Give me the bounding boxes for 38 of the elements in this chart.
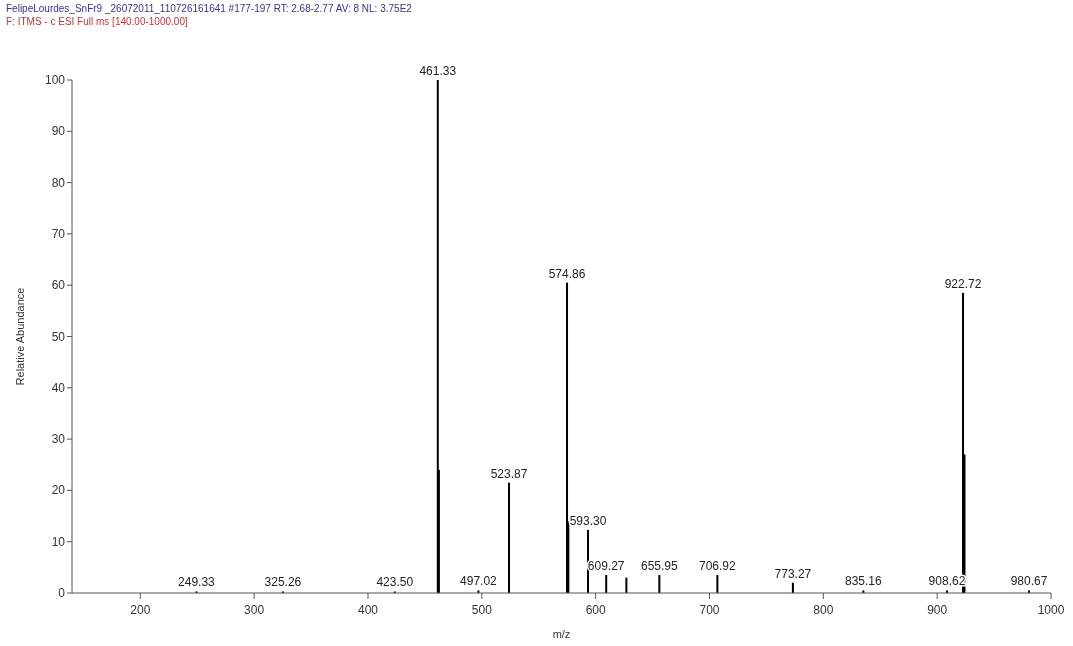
annotation: 980.67 [1010,574,1048,589]
annotation: 922.72 [944,276,982,291]
y-tick-label: 20 [51,483,66,498]
chart-subtitle: F: ITMS - c ESI Full ms [140.00-1000.00] [6,16,188,27]
x-axis-title: m/z [552,628,571,640]
annotation: 574.86 [548,266,586,281]
y-tick-label: 10 [51,534,66,549]
x-tick-label: 400 [357,603,379,617]
y-tick-label: 50 [51,329,66,344]
annotation: 497.02 [460,574,498,589]
x-tick-label: 1000 [1037,603,1065,617]
annotation: 773.27 [774,566,812,581]
annotation: 461.33 [419,64,457,78]
annotation: 655.95 [640,559,679,574]
annotation: 593.30 [569,513,607,528]
y-tick-label: 100 [44,73,66,87]
annotation: 523.87 [490,466,528,481]
annotation: 249.33 [178,575,216,590]
y-tick-label: 60 [51,278,66,293]
annotation: 325.26 [264,575,302,590]
y-tick-label: 0 [58,586,66,600]
y-axis-title: Relative Abundance [14,287,26,386]
y-tick-label: 80 [51,175,66,190]
x-tick-label: 600 [585,603,606,617]
annotation: 835.16 [845,574,883,589]
x-tick-label: 800 [813,603,834,617]
annotation: 423.50 [376,575,414,590]
y-tick-label: 70 [51,226,66,241]
x-tick-label: 200 [130,603,151,617]
y-tick-label: 40 [51,380,66,395]
x-tick-label: 700 [699,603,720,617]
y-tick-label: 30 [51,432,66,447]
y-tick-label: 90 [51,124,66,139]
chart-title: FelipeLourdes_SnFr9 _26072011_110726161641 #177-197 RT: 2.68-2.77 AV: 8 NL: 3.75E2 [6,3,413,14]
annotation: 706.92 [699,559,737,574]
x-tick-label: 500 [471,603,493,617]
x-tick-label: 900 [927,603,948,617]
x-tick-label: 300 [244,603,265,617]
